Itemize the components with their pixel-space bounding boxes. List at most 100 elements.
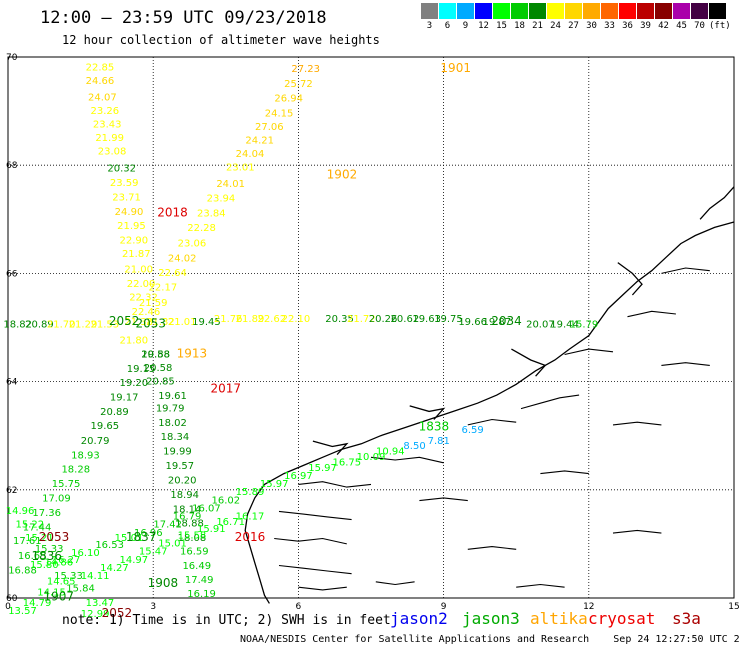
wave-height-value: 18.28 <box>61 464 90 475</box>
wave-height-value: 27.23 <box>291 64 320 75</box>
lake-outline <box>375 581 415 586</box>
wave-height-value: 21.01 <box>168 317 197 328</box>
wave-height-value: 21.32 <box>146 317 175 328</box>
lake-outline <box>612 421 662 426</box>
wave-height-value: 21.99 <box>95 133 124 144</box>
scale-swatch <box>439 3 456 19</box>
wave-height-value: 23.43 <box>93 119 122 130</box>
wave-height-value: 13.57 <box>8 606 37 617</box>
track-time-label: 2016 <box>235 530 266 544</box>
wave-height-value: 15.21 <box>25 533 54 544</box>
wave-height-value: 20.26 <box>369 314 398 325</box>
wave-height-value: 8.50 <box>403 441 425 452</box>
scale-label: 12 <box>478 21 489 31</box>
wave-height-value: 15.47 <box>139 547 168 558</box>
scale-swatch <box>655 3 672 19</box>
coastline <box>617 262 643 296</box>
scale-label: 33 <box>604 21 615 31</box>
coastline <box>244 221 735 604</box>
scale-swatch <box>421 3 438 19</box>
lake-outline <box>274 537 347 545</box>
lon-tick-label: 3 <box>150 602 156 612</box>
track-time-label: 1913 <box>177 346 208 360</box>
wave-height-value: 16.88 <box>8 566 37 577</box>
track-time-label: 2053 <box>136 317 167 331</box>
wave-height-value: 16.65 <box>18 551 47 562</box>
wave-height-value: 19.88 <box>141 349 170 360</box>
wave-height-value: 19.66 <box>458 317 487 328</box>
wave-height-value: 23.06 <box>178 238 207 249</box>
wave-height-value: 24.02 <box>168 253 197 264</box>
wave-height-value: 18.14 <box>173 505 202 516</box>
wave-height-value: 15.97 <box>308 463 337 474</box>
wave-height-value: 24.01 <box>216 179 245 190</box>
track-time-label: 2018 <box>157 206 188 220</box>
track-time-label: 1901 <box>440 61 471 75</box>
wave-height-value: 17.49 <box>185 575 214 586</box>
wave-height-value: 17.61 <box>13 536 42 547</box>
wave-height-value: 22.62 <box>257 314 286 325</box>
wave-height-value: 21.70 <box>47 320 76 331</box>
scale-label: 27 <box>568 21 579 31</box>
lon-tick-label: 6 <box>296 602 302 612</box>
wave-height-value: 15.79 <box>570 320 599 331</box>
wave-height-value: 18.08 <box>178 533 207 544</box>
satellite-altika: altika <box>530 609 588 628</box>
wave-height-value: 15.91 <box>197 524 226 535</box>
wave-height-value: 18.88 <box>175 519 204 530</box>
lake-outline <box>298 586 347 591</box>
wave-height-value: 19.63 <box>412 314 441 325</box>
coastline <box>511 348 547 377</box>
track-time-label: 2052 <box>109 314 140 328</box>
wave-height-value: 22.90 <box>120 236 149 247</box>
wave-height-value: 21.87 <box>122 249 151 260</box>
lat-tick-label: 70 <box>6 53 18 63</box>
wave-height-value: 24.04 <box>236 149 265 160</box>
wave-height-value: 19.57 <box>165 461 194 472</box>
wave-height-value: 18.93 <box>71 450 100 461</box>
scale-label: 30 <box>586 21 597 31</box>
lake-outline <box>627 310 676 318</box>
lake-outline <box>278 510 352 521</box>
wave-height-value: 15.84 <box>66 584 95 595</box>
coastline <box>699 186 735 220</box>
scale-swatch <box>709 3 726 19</box>
wave-height-value: 20.85 <box>146 376 175 387</box>
track-time-label: 2052 <box>102 606 133 620</box>
lake-outline <box>520 394 580 410</box>
wave-height-value: 22.17 <box>149 283 178 294</box>
wave-height-value: 24.90 <box>115 207 144 218</box>
wave-height-value: 23.01 <box>226 163 255 174</box>
wave-height-value: 18.94 <box>170 490 199 501</box>
wave-height-value: 21.72 <box>347 314 376 325</box>
wave-height-value: 23.26 <box>90 106 119 117</box>
wave-height-value: 14.11 <box>81 571 110 582</box>
wave-height-value: 19.99 <box>163 447 192 458</box>
wave-height-value: 25.72 <box>284 79 313 90</box>
wave-height-value: 22.10 <box>282 314 311 325</box>
scale-label: 45 <box>676 21 687 31</box>
track-time-label: 2053 <box>39 530 70 544</box>
track-time-label: 2034 <box>491 314 522 328</box>
lake-outline <box>516 583 565 588</box>
wave-height-value: 21.38 <box>124 317 153 328</box>
scale-label: 21 <box>532 21 543 31</box>
scale-label: 36 <box>622 21 633 31</box>
wave-height-value: 19.20 <box>120 378 149 389</box>
wave-height-value: 24.07 <box>88 92 117 103</box>
wave-height-value: 23.59 <box>110 178 139 189</box>
wave-height-value: 20.62 <box>391 314 420 325</box>
wave-height-value: 20.20 <box>168 475 197 486</box>
lat-tick-label: 66 <box>6 269 18 279</box>
wave-height-value: 20.58 <box>141 349 170 360</box>
wave-height-value: 19.75 <box>434 314 463 325</box>
scale-label: (ft) <box>709 21 731 31</box>
lat-tick-label: 60 <box>6 594 18 604</box>
track-time-label: 1902 <box>327 168 358 182</box>
wave-height-value: 21.59 <box>139 298 168 309</box>
track-time-label: 1908 <box>148 576 179 590</box>
wave-height-value: 14.79 <box>23 598 52 609</box>
lat-tick-label: 62 <box>6 486 17 496</box>
track-time-label: 1838 <box>419 419 450 433</box>
wave-height-value: 15.01 <box>115 533 144 544</box>
